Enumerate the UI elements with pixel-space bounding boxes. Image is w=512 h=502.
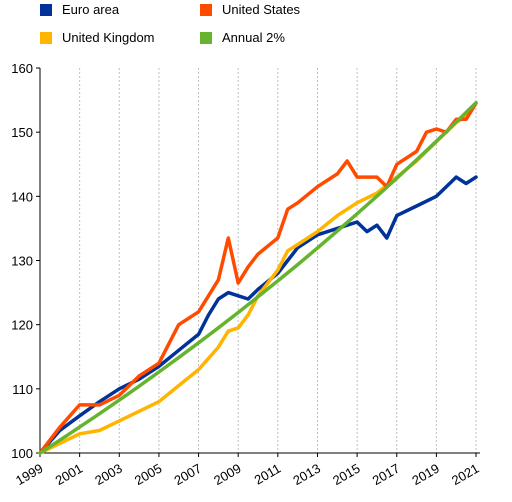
- x-tick-label: 2009: [211, 461, 244, 488]
- y-tick-label: 100: [11, 446, 33, 461]
- legend-label: United States: [222, 2, 301, 17]
- y-tick-label: 110: [12, 382, 33, 397]
- x-tick-label: 2017: [370, 461, 403, 488]
- legend-label: Annual 2%: [222, 30, 285, 45]
- y-tick-label: 140: [11, 189, 33, 204]
- x-tick-label: 2011: [252, 461, 284, 488]
- series-line-annual-2-: [38, 100, 478, 455]
- series-line-united-states: [38, 101, 478, 455]
- legend-item: Annual 2%: [200, 30, 285, 45]
- y-tick-label: 120: [11, 318, 33, 333]
- legend-label: United Kingdom: [62, 30, 155, 45]
- x-tick-label: 2019: [409, 461, 442, 488]
- y-tick-label: 150: [11, 125, 33, 140]
- legend-swatch: [200, 3, 212, 16]
- x-tick-label: 2003: [92, 461, 125, 488]
- x-tick-label: 1999: [13, 461, 46, 488]
- legend-swatch: [40, 3, 52, 16]
- x-tick-label: 2015: [330, 461, 363, 488]
- x-tick-label: 2005: [132, 461, 165, 488]
- x-tick-label: 2021: [449, 461, 482, 488]
- legend-item: United Kingdom: [40, 30, 155, 45]
- legend-label: Euro area: [62, 2, 120, 17]
- legend-item: United States: [200, 2, 300, 17]
- x-tick-label: 2001: [53, 461, 86, 488]
- x-tick-label: 2007: [172, 461, 205, 488]
- y-tick-label: 160: [11, 61, 33, 76]
- legend-swatch: [200, 31, 212, 44]
- legend-item: Euro area: [40, 2, 119, 17]
- legend-swatch: [40, 31, 52, 44]
- y-tick-label: 130: [11, 254, 33, 269]
- series-line-euro-area: [38, 175, 478, 455]
- x-tick-label: 2013: [290, 461, 323, 488]
